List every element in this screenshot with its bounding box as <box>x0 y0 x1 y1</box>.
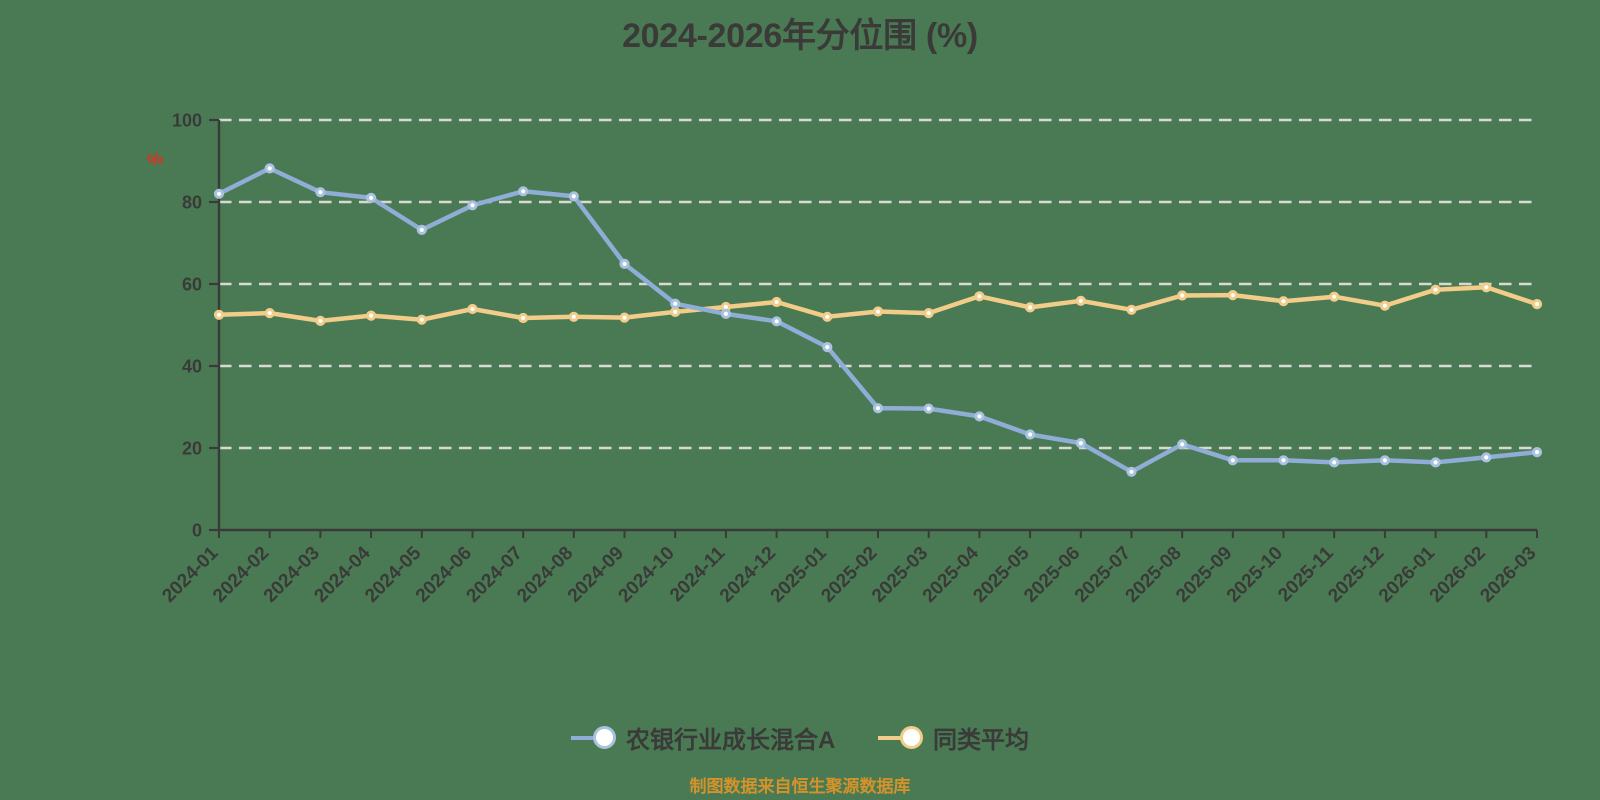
svg-text:100: 100 <box>172 111 202 131</box>
svg-text:20: 20 <box>182 439 202 459</box>
svg-text:2026-03: 2026-03 <box>1476 543 1540 607</box>
svg-text:2024-10: 2024-10 <box>615 543 679 607</box>
svg-text:0: 0 <box>192 521 202 541</box>
svg-text:60: 60 <box>182 275 202 295</box>
svg-text:40: 40 <box>182 357 202 377</box>
svg-text:80: 80 <box>182 193 202 213</box>
svg-text:2025-10: 2025-10 <box>1223 543 1287 607</box>
